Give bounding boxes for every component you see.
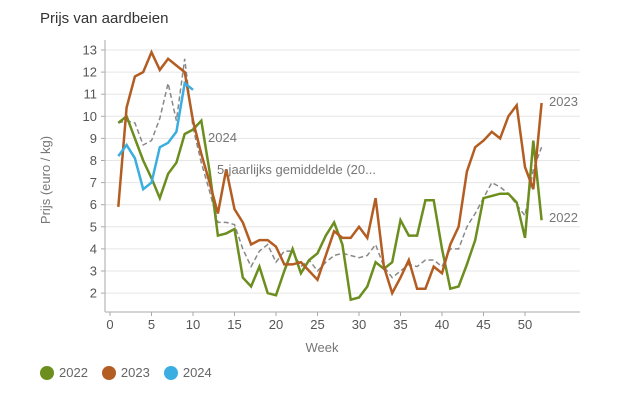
x-tick-label: 10 xyxy=(186,317,200,332)
x-tick-label: 35 xyxy=(393,317,407,332)
series-line-2022[interactable] xyxy=(117,114,543,302)
x-tick-label: 30 xyxy=(352,317,366,332)
series-line-2023[interactable] xyxy=(117,49,543,297)
series-end-label: 2022 xyxy=(549,210,578,225)
y-tick-label: 7 xyxy=(90,175,97,190)
y-tick-label: 3 xyxy=(90,264,97,279)
legend-label: 2024 xyxy=(182,365,212,380)
x-tick-label: 15 xyxy=(227,317,241,332)
y-tick-label: 12 xyxy=(83,65,97,80)
legend-dot-icon xyxy=(101,365,116,380)
y-axis-label: Prijs (euro / kg) xyxy=(38,136,53,224)
y-tick-label: 8 xyxy=(90,153,97,168)
legend-dot-icon xyxy=(40,365,54,380)
x-tick-label: 5 xyxy=(148,317,155,332)
chart-title: Prijs van aardbeien xyxy=(40,10,169,27)
x-tick-label: 25 xyxy=(310,317,324,332)
series-lines xyxy=(117,49,543,302)
y-tick-label: 10 xyxy=(83,109,97,124)
legend: 2022 2023 2024 xyxy=(40,365,212,380)
legend-label: 2022 xyxy=(59,365,88,380)
x-tick-label: 45 xyxy=(476,317,490,332)
x-axis-label: Week xyxy=(306,340,339,355)
x-tick-label: 40 xyxy=(435,317,449,332)
series-end-labels: 5-jaarlijks gemiddelde (20... 2022 2023 202… xyxy=(208,94,578,225)
x-tick-label: 0 xyxy=(106,317,113,332)
legend-item-2023[interactable]: 2023 xyxy=(101,365,150,380)
y-tick-label: 4 xyxy=(90,241,97,256)
series-end-label: 5-jaarlijks gemiddelde (20... xyxy=(217,162,376,177)
legend-item-2024[interactable]: 2024 xyxy=(163,365,212,380)
y-tick-label: 13 xyxy=(83,43,97,58)
y-axis-ticks: 2 3 4 5 6 7 8 9 10 11 12 13 xyxy=(83,43,105,301)
x-axis-ticks: 0 5 10 15 20 25 30 35 40 45 50 xyxy=(106,312,532,332)
y-tick-label: 5 xyxy=(90,219,97,234)
series-end-label: 2024 xyxy=(208,130,237,145)
series-end-label: 2023 xyxy=(549,94,578,109)
y-tick-label: 9 xyxy=(90,131,97,146)
gridlines xyxy=(105,49,580,294)
y-tick-label: 2 xyxy=(90,286,97,301)
y-tick-label: 11 xyxy=(84,87,98,102)
series-line-2024[interactable] xyxy=(117,80,194,192)
legend-dot-icon xyxy=(163,365,178,380)
x-tick-label: 20 xyxy=(269,317,283,332)
legend-item-2022[interactable]: 2022 xyxy=(40,365,88,380)
y-tick-label: 6 xyxy=(90,197,97,212)
x-tick-label: 50 xyxy=(518,317,532,332)
series-line-5-jaarlijks-gemiddelde-20-[interactable] xyxy=(118,58,543,279)
legend-label: 2023 xyxy=(120,365,150,380)
